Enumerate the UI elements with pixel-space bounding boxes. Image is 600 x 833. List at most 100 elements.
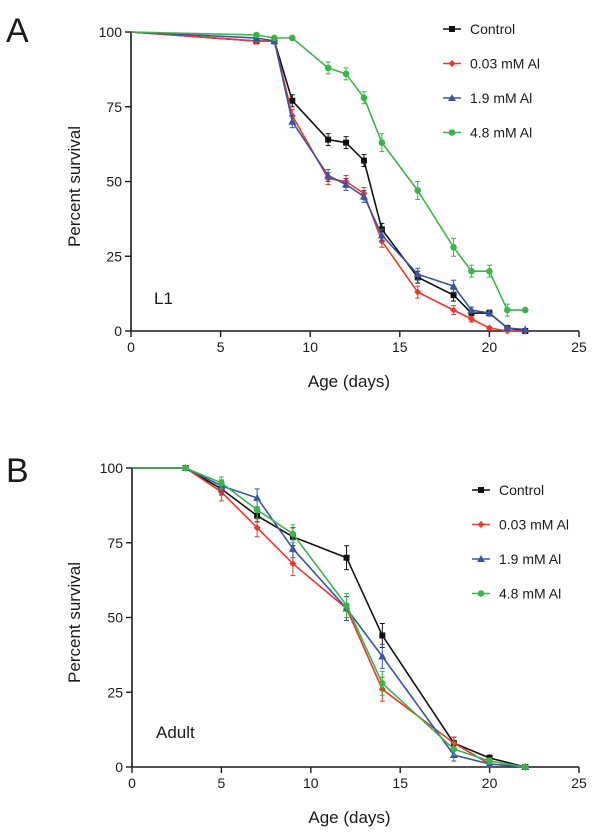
data-point-b-3 <box>486 757 493 765</box>
data-point-b-2 <box>253 493 262 501</box>
data-point-a-0 <box>343 139 350 146</box>
legend-label-b-3: 4.8 mM Al <box>499 586 561 602</box>
x-tick-label-b: 15 <box>392 775 408 791</box>
panel-letter-a: A <box>6 12 29 50</box>
legend-item-b-1: 0.03 mM Al <box>472 517 569 533</box>
x-tick-label-a: 20 <box>482 339 498 355</box>
legend-marker-a-0 <box>449 26 455 32</box>
data-point-b-3 <box>218 479 225 487</box>
x-tick-label-b: 25 <box>571 775 587 791</box>
y-tick-label-a: 0 <box>114 323 122 339</box>
legend-marker-a-3 <box>448 129 456 136</box>
data-point-a-1 <box>450 306 458 314</box>
series-line-b-0 <box>132 467 526 768</box>
data-point-a-3 <box>342 70 350 78</box>
panel-letter-b: B <box>6 452 29 490</box>
series-b-3 <box>132 464 529 771</box>
legend-marker-b-0 <box>478 487 484 493</box>
data-point-a-0 <box>450 292 457 299</box>
x-tick-label-a: 0 <box>127 339 135 355</box>
x-tick-label-a: 10 <box>302 339 318 355</box>
data-point-b-3 <box>522 763 529 771</box>
data-point-b-3 <box>289 530 297 538</box>
data-point-a-1 <box>485 324 493 332</box>
x-tick-label-b: 0 <box>128 775 136 791</box>
panel-a: A 0 5 10 15 20 25 0 25 50 75 100 Age (days) Percent s… <box>6 12 587 391</box>
data-point-b-3 <box>379 679 386 687</box>
legend-marker-b-1 <box>477 521 485 528</box>
legend-marker-a-1 <box>448 60 456 67</box>
stage-label-a: L1 <box>154 289 173 308</box>
y-axis-title-a: Percent survival <box>65 126 84 247</box>
legend-marker-b-2 <box>477 555 485 562</box>
stage-label-b: Adult <box>156 723 195 742</box>
x-axis-title-b: Age (days) <box>308 808 390 827</box>
data-point-a-2 <box>503 324 512 332</box>
y-tick-label-a: 100 <box>99 24 123 40</box>
series-line-b-2 <box>132 467 526 768</box>
data-point-a-1 <box>467 315 475 323</box>
x-axis-title-a: Age (days) <box>308 372 390 391</box>
data-point-b-0 <box>343 554 350 561</box>
y-tick-label-b: 100 <box>100 460 124 476</box>
data-point-a-2 <box>377 231 386 239</box>
data-point-b-3 <box>450 745 458 753</box>
data-point-a-3 <box>253 31 260 39</box>
y-tick-label-a: 25 <box>106 248 122 264</box>
legend-item-b-0: Control <box>472 482 544 498</box>
legend-label-b-0: Control <box>499 482 544 498</box>
legend-label-a-1: 0.03 mM Al <box>470 56 540 72</box>
data-point-a-0 <box>289 97 296 104</box>
series-line-b-1 <box>132 467 526 768</box>
data-point-a-0 <box>325 136 332 143</box>
y-axis-title-b: Percent survival <box>65 562 84 683</box>
y-tick-label-b: 25 <box>107 684 123 700</box>
x-tick-label-b: 20 <box>482 775 498 791</box>
y-tick-label-b: 0 <box>115 759 123 775</box>
data-point-a-3 <box>504 306 511 314</box>
data-point-a-0 <box>360 157 367 164</box>
data-point-a-2 <box>485 309 494 317</box>
data-point-a-2 <box>449 282 458 290</box>
legend-item-a-1: 0.03 mM Al <box>443 56 540 72</box>
data-point-a-3 <box>486 267 493 275</box>
legend-label-b-2: 1.9 mM Al <box>499 551 561 567</box>
y-tick-label-b: 50 <box>107 610 123 626</box>
y-tick-label-a: 50 <box>106 174 122 190</box>
data-point-a-2 <box>342 180 351 188</box>
legend-b: Control 0.03 mM Al 1.9 mM Al 4.8 mM Al <box>472 482 569 602</box>
data-point-a-3 <box>468 267 475 275</box>
x-tick-label-a: 15 <box>392 339 408 355</box>
data-point-a-3 <box>378 139 386 146</box>
data-point-b-3 <box>343 602 350 609</box>
x-tick-label-a: 25 <box>571 339 587 355</box>
series-a-3 <box>130 31 529 317</box>
data-point-b-3 <box>253 506 261 514</box>
legend-item-b-3: 4.8 mM Al <box>472 586 561 602</box>
data-point-a-2 <box>324 171 333 179</box>
y-tick-label-a: 75 <box>106 99 122 115</box>
data-point-b-1 <box>253 524 261 532</box>
series-line-b-3 <box>132 467 526 768</box>
series-a-1 <box>130 31 529 335</box>
legend-label-a-0: Control <box>470 21 515 37</box>
legend-item-a-2: 1.9 mM Al <box>443 90 532 106</box>
data-point-a-2 <box>521 325 530 333</box>
data-point-a-1 <box>414 288 422 296</box>
legend-label-a-3: 4.8 mM Al <box>470 125 532 141</box>
series-line-a-2 <box>130 31 526 331</box>
data-point-b-0 <box>379 632 386 639</box>
data-point-b-3 <box>182 464 189 472</box>
legend-marker-b-3 <box>477 590 485 597</box>
y-tick-label-b: 75 <box>107 535 123 551</box>
legend-label-a-2: 1.9 mM Al <box>470 90 532 106</box>
data-point-a-3 <box>324 64 332 72</box>
data-point-a-3 <box>288 34 296 42</box>
series-a-0 <box>130 31 529 334</box>
data-point-a-2 <box>467 306 476 314</box>
data-point-a-3 <box>450 243 457 251</box>
data-point-b-2 <box>378 652 387 660</box>
legend-label-b-1: 0.03 mM Al <box>499 517 569 533</box>
legend-marker-a-2 <box>448 94 456 101</box>
legend-item-a-3: 4.8 mM Al <box>443 125 532 141</box>
